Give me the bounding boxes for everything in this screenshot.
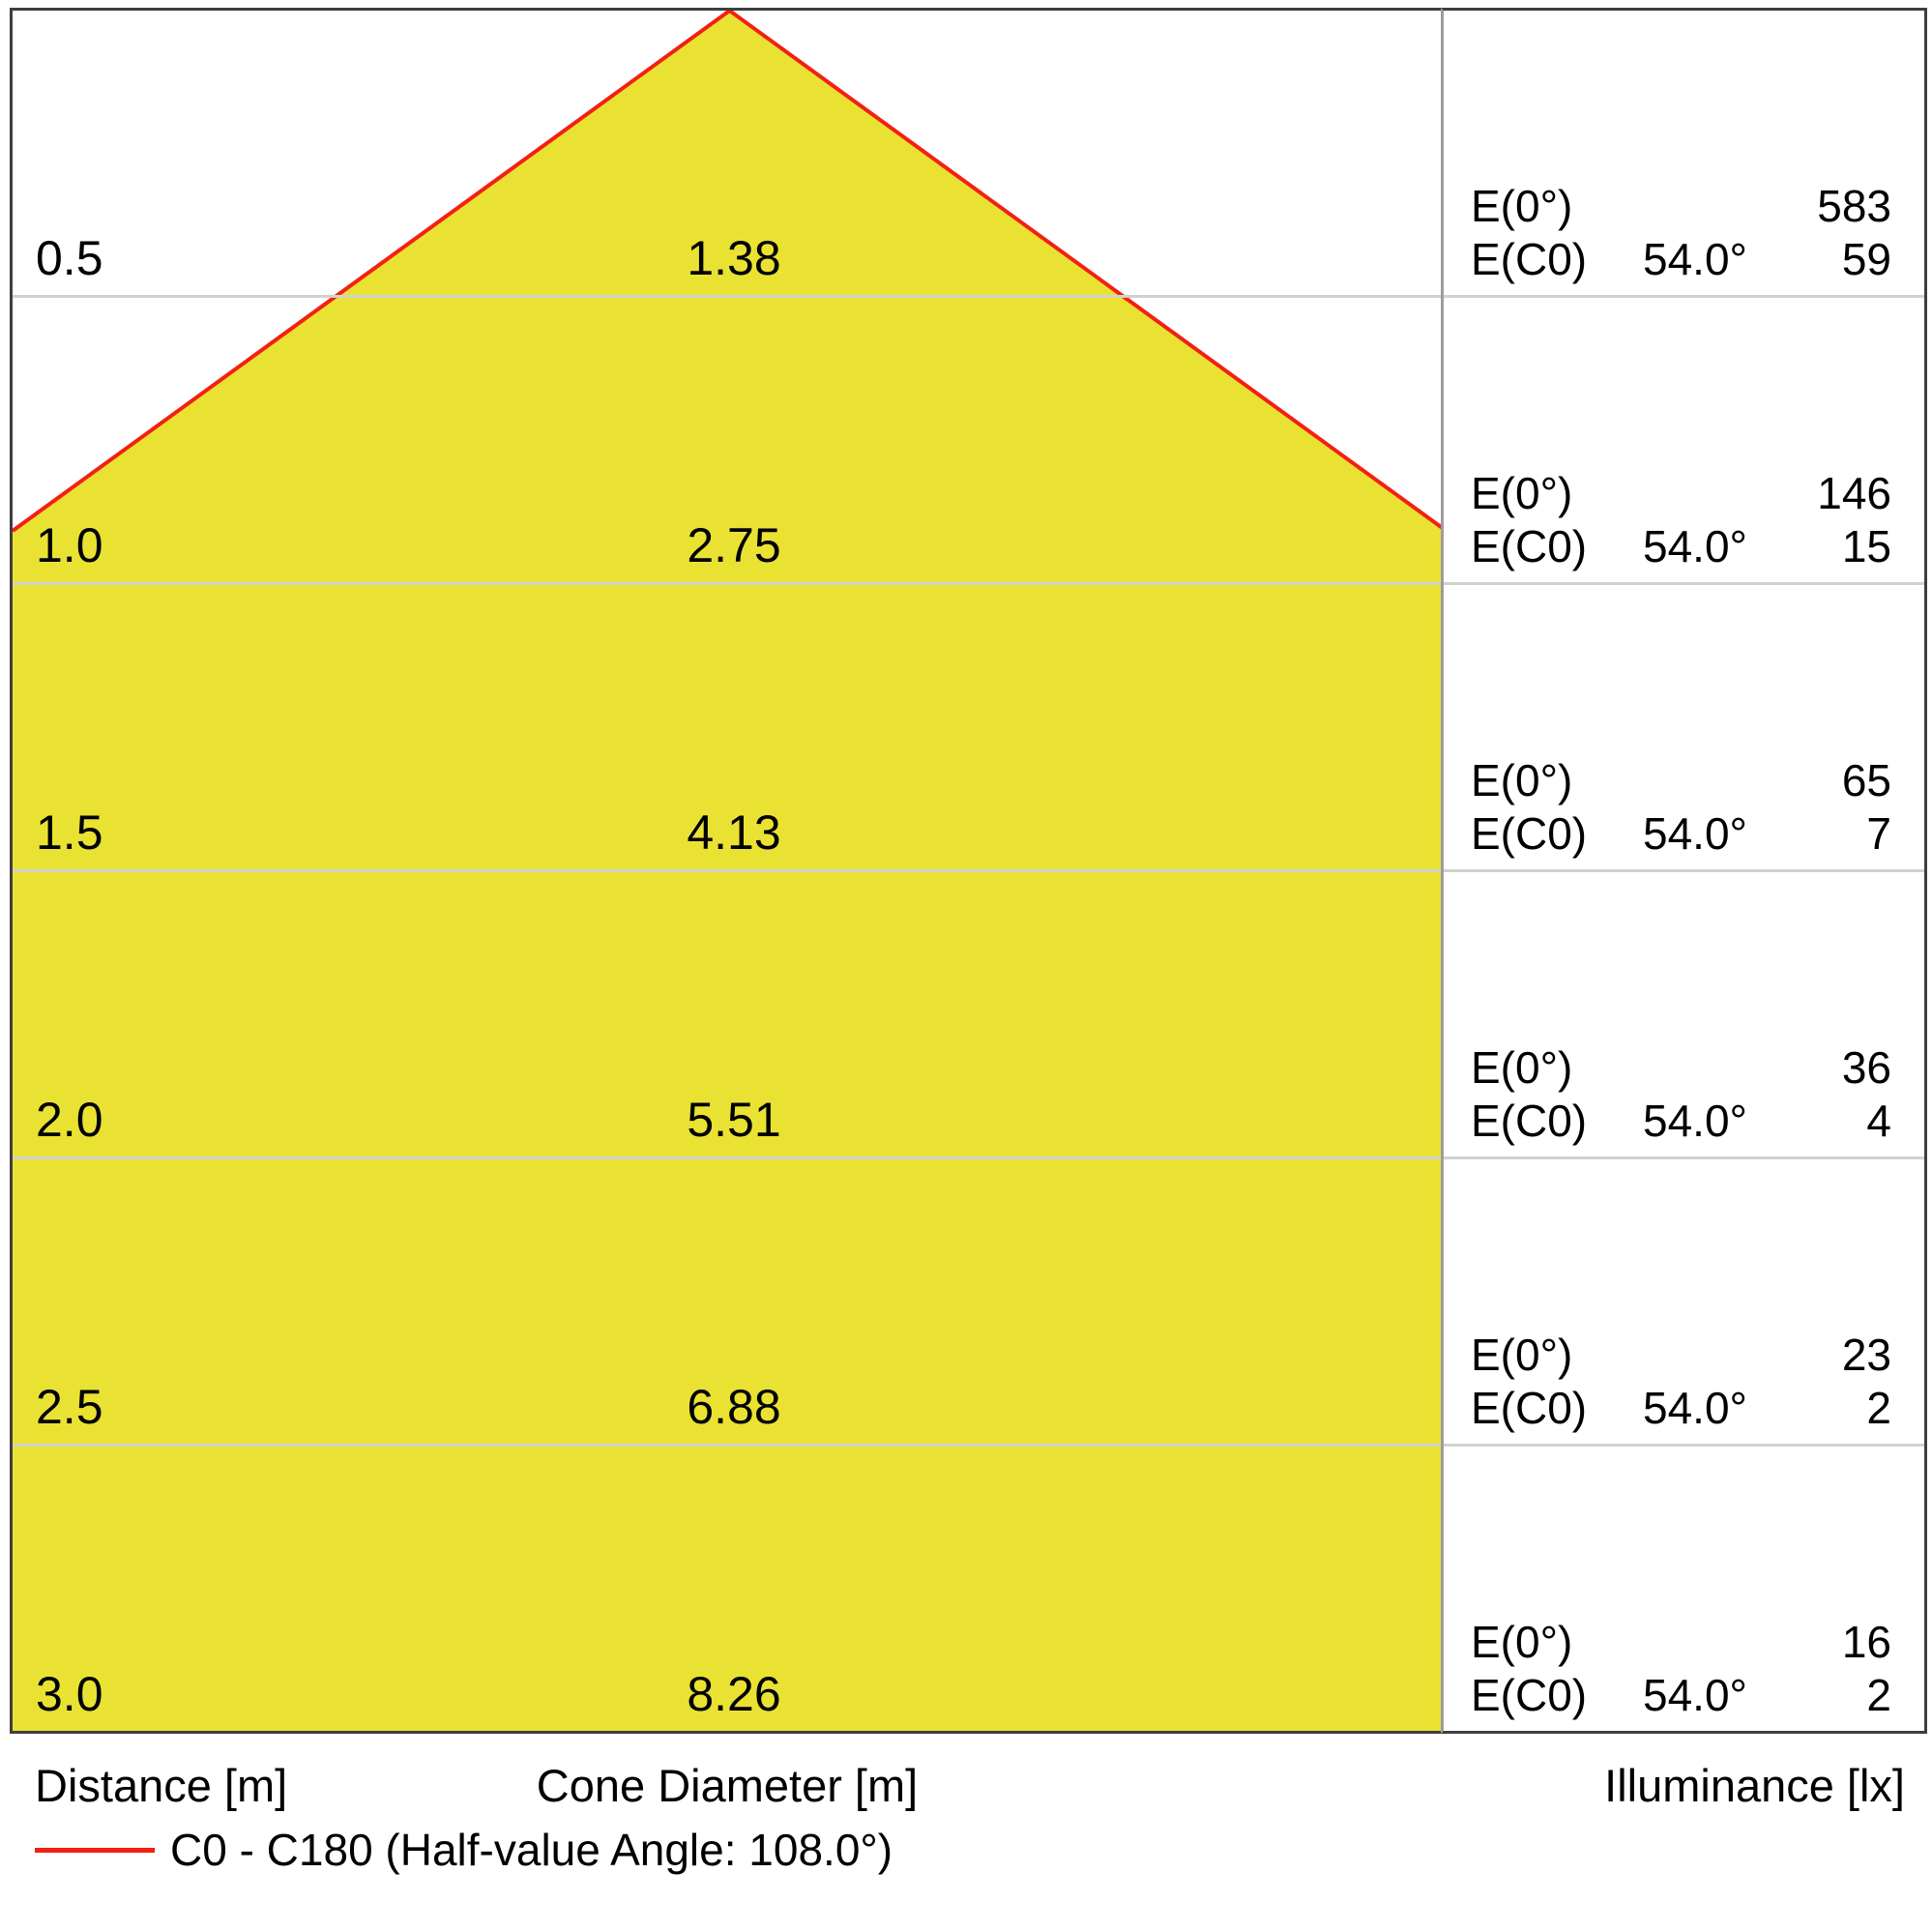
- ec0-label: E(C0): [1471, 234, 1588, 284]
- cone-row: 2.5 6.88: [13, 1159, 1444, 1447]
- e0-label: E(0°): [1471, 1617, 1573, 1667]
- e0-line: E(0°) 16: [1444, 1616, 1924, 1669]
- ec0-line: E(C0) 54.0° 59: [1444, 233, 1924, 286]
- ec0-value: 4: [1866, 1096, 1891, 1146]
- illuminance-axis-caption: Illuminance [lx]: [1604, 1760, 1905, 1811]
- distance-axis-caption: Distance [m]: [35, 1760, 288, 1811]
- ec0-label: E(C0): [1471, 1670, 1588, 1720]
- cone-diameter-label: 8.26: [687, 1667, 781, 1721]
- legend-red-line-swatch: [35, 1847, 155, 1853]
- ec0-angle: 54.0°: [1643, 1670, 1747, 1720]
- e0-label: E(0°): [1471, 1330, 1573, 1380]
- cone-chart-area: 0.5 1.38 1.0 2.75 1.5 4.13 2.0 5.51 2.5 …: [10, 8, 1444, 1734]
- cone-distance-rows: 0.5 1.38 1.0 2.75 1.5 4.13 2.0 5.51 2.5 …: [13, 11, 1444, 1731]
- illuminance-cell: E(0°) 65 E(C0) 54.0° 7: [1444, 585, 1924, 872]
- cone-edge-c0-line: [13, 11, 731, 533]
- distance-label: 3.0: [36, 1667, 103, 1721]
- cone-row: 1.5 4.13: [13, 585, 1444, 872]
- cone-edge-c180-line: [728, 11, 1444, 531]
- ec0-line: E(C0) 54.0° 7: [1444, 807, 1924, 861]
- e0-label: E(0°): [1471, 181, 1573, 231]
- ec0-value: 7: [1866, 808, 1891, 859]
- illuminance-cell: E(0°) 146 E(C0) 54.0° 15: [1444, 298, 1924, 585]
- cone-row: 0.5 1.38: [13, 11, 1444, 298]
- ec0-line: E(C0) 54.0° 15: [1444, 520, 1924, 573]
- ec0-value: 59: [1841, 234, 1891, 284]
- cone-diameter-label: 2.75: [687, 518, 781, 572]
- e0-label: E(0°): [1471, 1042, 1573, 1093]
- cone-diameter-label: 4.13: [687, 805, 781, 860]
- e0-angle: [1643, 180, 1790, 233]
- e0-label: E(0°): [1471, 755, 1573, 805]
- ec0-angle: 54.0°: [1643, 521, 1747, 571]
- cone-diameter-label: 5.51: [687, 1093, 781, 1147]
- e0-value: 36: [1841, 1042, 1891, 1093]
- legend-label: C0 - C180 (Half-value Angle: 108.0°): [170, 1825, 893, 1875]
- e0-value: 16: [1841, 1617, 1891, 1667]
- ec0-label: E(C0): [1471, 1096, 1588, 1146]
- e0-angle: [1643, 1041, 1790, 1095]
- ec0-line: E(C0) 54.0° 2: [1444, 1382, 1924, 1435]
- ec0-label: E(C0): [1471, 1383, 1588, 1433]
- e0-value: 146: [1817, 468, 1891, 518]
- ec0-value: 15: [1841, 521, 1891, 571]
- illuminance-cell: E(0°) 583 E(C0) 54.0° 59: [1444, 11, 1924, 298]
- e0-value: 65: [1841, 755, 1891, 805]
- distance-label: 2.5: [36, 1380, 103, 1434]
- ec0-label: E(C0): [1471, 808, 1588, 859]
- cone-row: 3.0 8.26: [13, 1447, 1444, 1731]
- cone-diameter-label: 1.38: [687, 231, 781, 285]
- illuminance-cell: E(0°) 23 E(C0) 54.0° 2: [1444, 1159, 1924, 1447]
- cone-row: 1.0 2.75: [13, 298, 1444, 585]
- e0-angle: [1643, 1329, 1790, 1382]
- ec0-angle: 54.0°: [1643, 1383, 1747, 1433]
- distance-label: 2.0: [36, 1093, 103, 1147]
- cone-row: 2.0 5.51: [13, 872, 1444, 1159]
- illuminance-panel: E(0°) 583 E(C0) 54.0° 59 E(0°) 146 E(C0)…: [1441, 8, 1927, 1734]
- e0-line: E(0°) 23: [1444, 1329, 1924, 1382]
- e0-label: E(0°): [1471, 468, 1573, 518]
- e0-angle: [1643, 467, 1790, 520]
- e0-value: 23: [1841, 1330, 1891, 1380]
- legend: C0 - C180 (Half-value Angle: 108.0°): [35, 1824, 893, 1876]
- e0-angle: [1643, 754, 1790, 807]
- ec0-line: E(C0) 54.0° 4: [1444, 1095, 1924, 1148]
- cone-diameter-label: 6.88: [687, 1380, 781, 1434]
- ec0-angle: 54.0°: [1643, 1096, 1747, 1146]
- distance-label: 0.5: [36, 231, 103, 285]
- ec0-label: E(C0): [1471, 521, 1588, 571]
- e0-line: E(0°) 146: [1444, 467, 1924, 520]
- e0-line: E(0°) 36: [1444, 1041, 1924, 1095]
- ec0-angle: 54.0°: [1643, 234, 1747, 284]
- distance-label: 1.0: [36, 518, 103, 572]
- e0-line: E(0°) 65: [1444, 754, 1924, 807]
- e0-angle: [1643, 1616, 1790, 1669]
- illuminance-cell: E(0°) 16 E(C0) 54.0° 2: [1444, 1447, 1924, 1731]
- e0-line: E(0°) 583: [1444, 180, 1924, 233]
- e0-value: 583: [1817, 181, 1891, 231]
- distance-label: 1.5: [36, 805, 103, 860]
- ec0-value: 2: [1866, 1670, 1891, 1720]
- ec0-angle: 54.0°: [1643, 808, 1747, 859]
- ec0-value: 2: [1866, 1383, 1891, 1433]
- ec0-line: E(C0) 54.0° 2: [1444, 1669, 1924, 1722]
- illuminance-cell: E(0°) 36 E(C0) 54.0° 4: [1444, 872, 1924, 1159]
- cone-diameter-axis-caption: Cone Diameter [m]: [536, 1760, 919, 1811]
